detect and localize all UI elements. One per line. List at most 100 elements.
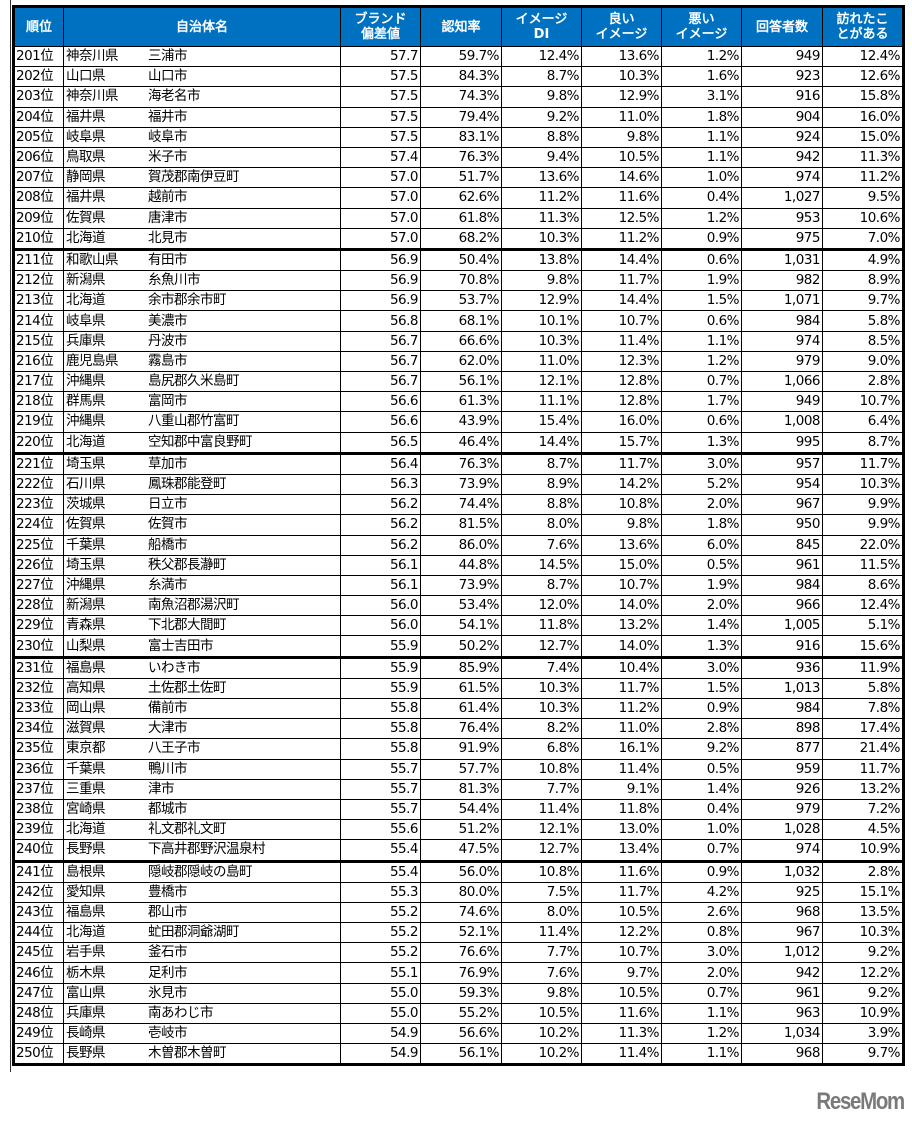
brand-score-cell: 56.7	[340, 370, 421, 393]
awareness-cell: 47.5%	[420, 839, 502, 862]
awareness-cell: 85.9%	[420, 655, 502, 679]
respondents-cell: 1,034	[741, 1022, 823, 1045]
visited-cell: 12.4%	[822, 595, 904, 617]
bad-image-cell: 1.5%	[661, 290, 742, 312]
visited-cell: 9.5%	[822, 187, 904, 209]
visited-cell: 7.8%	[822, 697, 904, 720]
good-image-cell: 10.5%	[581, 901, 662, 924]
visited-cell: 3.9%	[822, 1022, 904, 1045]
rank-cell: 225位	[13, 534, 64, 556]
visited-cell: 8.6%	[822, 574, 904, 597]
prefecture: 兵庫県	[66, 332, 106, 349]
visited-cell: 4.9%	[822, 247, 904, 272]
bad-image-cell: 1.8%	[661, 514, 742, 536]
prefecture: 千葉県	[66, 760, 106, 777]
prefecture: 埼玉県	[66, 556, 106, 573]
good-image-cell: 14.0%	[581, 635, 662, 658]
municipality-cell: 北海道 虻田郡洞爺湖町	[63, 922, 341, 944]
prefecture: 長崎県	[66, 1025, 106, 1042]
good-image-cell: 13.6%	[581, 45, 662, 68]
awareness-cell: 73.9%	[420, 574, 502, 597]
header-name: 自治体名	[63, 6, 341, 47]
visited-cell: 21.4%	[822, 738, 904, 760]
image-di-cell: 10.2%	[501, 1043, 582, 1066]
brand-score-cell: 57.0	[340, 227, 421, 250]
bad-image-cell: 5.2%	[661, 473, 742, 496]
rank-cell: 228位	[13, 595, 64, 617]
visited-cell: 11.9%	[822, 655, 904, 679]
rank-cell: 247位	[13, 982, 64, 1004]
image-di-cell: 10.3%	[501, 677, 582, 700]
respondents-cell: 968	[741, 1043, 823, 1066]
awareness-cell: 51.7%	[420, 167, 502, 189]
brand-score-cell: 56.2	[340, 534, 421, 556]
awareness-cell: 61.8%	[420, 207, 502, 229]
bad-image-cell: 2.8%	[661, 718, 742, 740]
good-image-cell: 11.0%	[581, 718, 662, 740]
good-image-cell: 12.5%	[581, 207, 662, 229]
awareness-cell: 76.3%	[420, 451, 502, 475]
good-image-cell: 10.7%	[581, 574, 662, 597]
prefecture: 鳥取県	[66, 149, 106, 166]
city: 虻田郡洞爺湖町	[148, 924, 240, 941]
image-di-cell: 6.8%	[501, 738, 582, 760]
municipality-cell: 長野県 木曽郡木曽町	[63, 1043, 341, 1066]
municipality-cell: 青森県 下北郡大間町	[63, 615, 341, 637]
visited-cell: 11.2%	[822, 167, 904, 189]
city: 下北郡大間町	[148, 617, 227, 634]
rank-cell: 240位	[13, 839, 64, 862]
rank-cell: 222位	[13, 473, 64, 496]
bad-image-cell: 1.0%	[661, 819, 742, 841]
awareness-cell: 57.7%	[420, 758, 502, 780]
image-di-cell: 10.8%	[501, 859, 582, 883]
bad-image-cell: 1.1%	[661, 330, 742, 352]
bad-image-cell: 3.1%	[661, 86, 742, 108]
city: 余市郡余市町	[148, 292, 227, 309]
visited-cell: 9.7%	[822, 1043, 904, 1066]
brand-score-cell: 54.9	[340, 1022, 421, 1045]
respondents-cell: 916	[741, 86, 823, 108]
city: 下高井郡野沢温泉村	[148, 841, 266, 858]
rank-cell: 229位	[13, 615, 64, 637]
municipality-cell: 埼玉県 草加市	[63, 451, 341, 475]
brand-score-cell: 56.1	[340, 554, 421, 576]
table-row: 227位 沖縄県 糸満市 56.1 73.9% 8.7% 10.7% 1.9% 984 8.6%	[13, 574, 904, 597]
respondents-cell: 1,066	[741, 370, 823, 393]
rank-cell: 235位	[13, 738, 64, 760]
visited-cell: 7.0%	[822, 227, 904, 250]
table-row: 241位 島根県 隠岐郡隠岐の島町 55.4 56.0% 10.8% 11.6% 0.9% 1,…	[13, 859, 904, 883]
table-row: 219位 沖縄県 八重山郡竹富町 56.6 43.9% 15.4% 16.0% 0.6% 1,0…	[13, 411, 904, 433]
bad-image-cell: 1.9%	[661, 574, 742, 597]
municipality-cell: 栃木県 足利市	[63, 962, 341, 984]
brand-score-cell: 56.0	[340, 615, 421, 637]
awareness-cell: 79.4%	[420, 106, 502, 128]
visited-cell: 9.9%	[822, 494, 904, 516]
city: 日立市	[148, 496, 188, 513]
table-row: 206位 鳥取県 米子市 57.4 76.3% 9.4% 10.5% 1.1% 942 11.3%	[13, 146, 904, 169]
table-row: 244位 北海道 虻田郡洞爺湖町 55.2 52.1% 11.4% 12.2% 0.8% 967…	[13, 922, 904, 944]
prefecture: 和歌山県	[66, 251, 119, 268]
city: 津市	[148, 780, 175, 797]
good-image-cell: 10.7%	[581, 942, 662, 964]
prefecture: 新潟県	[66, 597, 106, 614]
good-image-cell: 13.0%	[581, 819, 662, 841]
good-image-cell: 11.7%	[581, 881, 662, 903]
respondents-cell: 1,031	[741, 247, 823, 272]
image-di-cell: 14.4%	[501, 431, 582, 454]
municipality-cell: 茨城県 日立市	[63, 494, 341, 516]
respondents-cell: 966	[741, 595, 823, 617]
municipality-cell: 佐賀県 唐津市	[63, 207, 341, 229]
table-row: 211位 和歌山県 有田市 56.9 50.4% 13.8% 14.4% 0.6% 1,031 4…	[13, 247, 904, 272]
bad-image-cell: 0.5%	[661, 554, 742, 576]
respondents-cell: 942	[741, 962, 823, 984]
city: 富岡市	[148, 393, 188, 410]
brand-score-cell: 56.2	[340, 514, 421, 536]
image-di-cell: 12.1%	[501, 819, 582, 841]
city: 秩父郡長瀞町	[148, 556, 227, 573]
municipality-cell: 静岡県 賀茂郡南伊豆町	[63, 167, 341, 189]
awareness-cell: 53.7%	[420, 290, 502, 312]
prefecture: 岐阜県	[66, 312, 106, 329]
prefecture: 山口県	[66, 68, 106, 85]
table-row: 236位 千葉県 鴨川市 55.7 57.7% 10.8% 11.4% 0.5% 959 11.7…	[13, 758, 904, 780]
prefecture: 北海道	[66, 924, 106, 941]
